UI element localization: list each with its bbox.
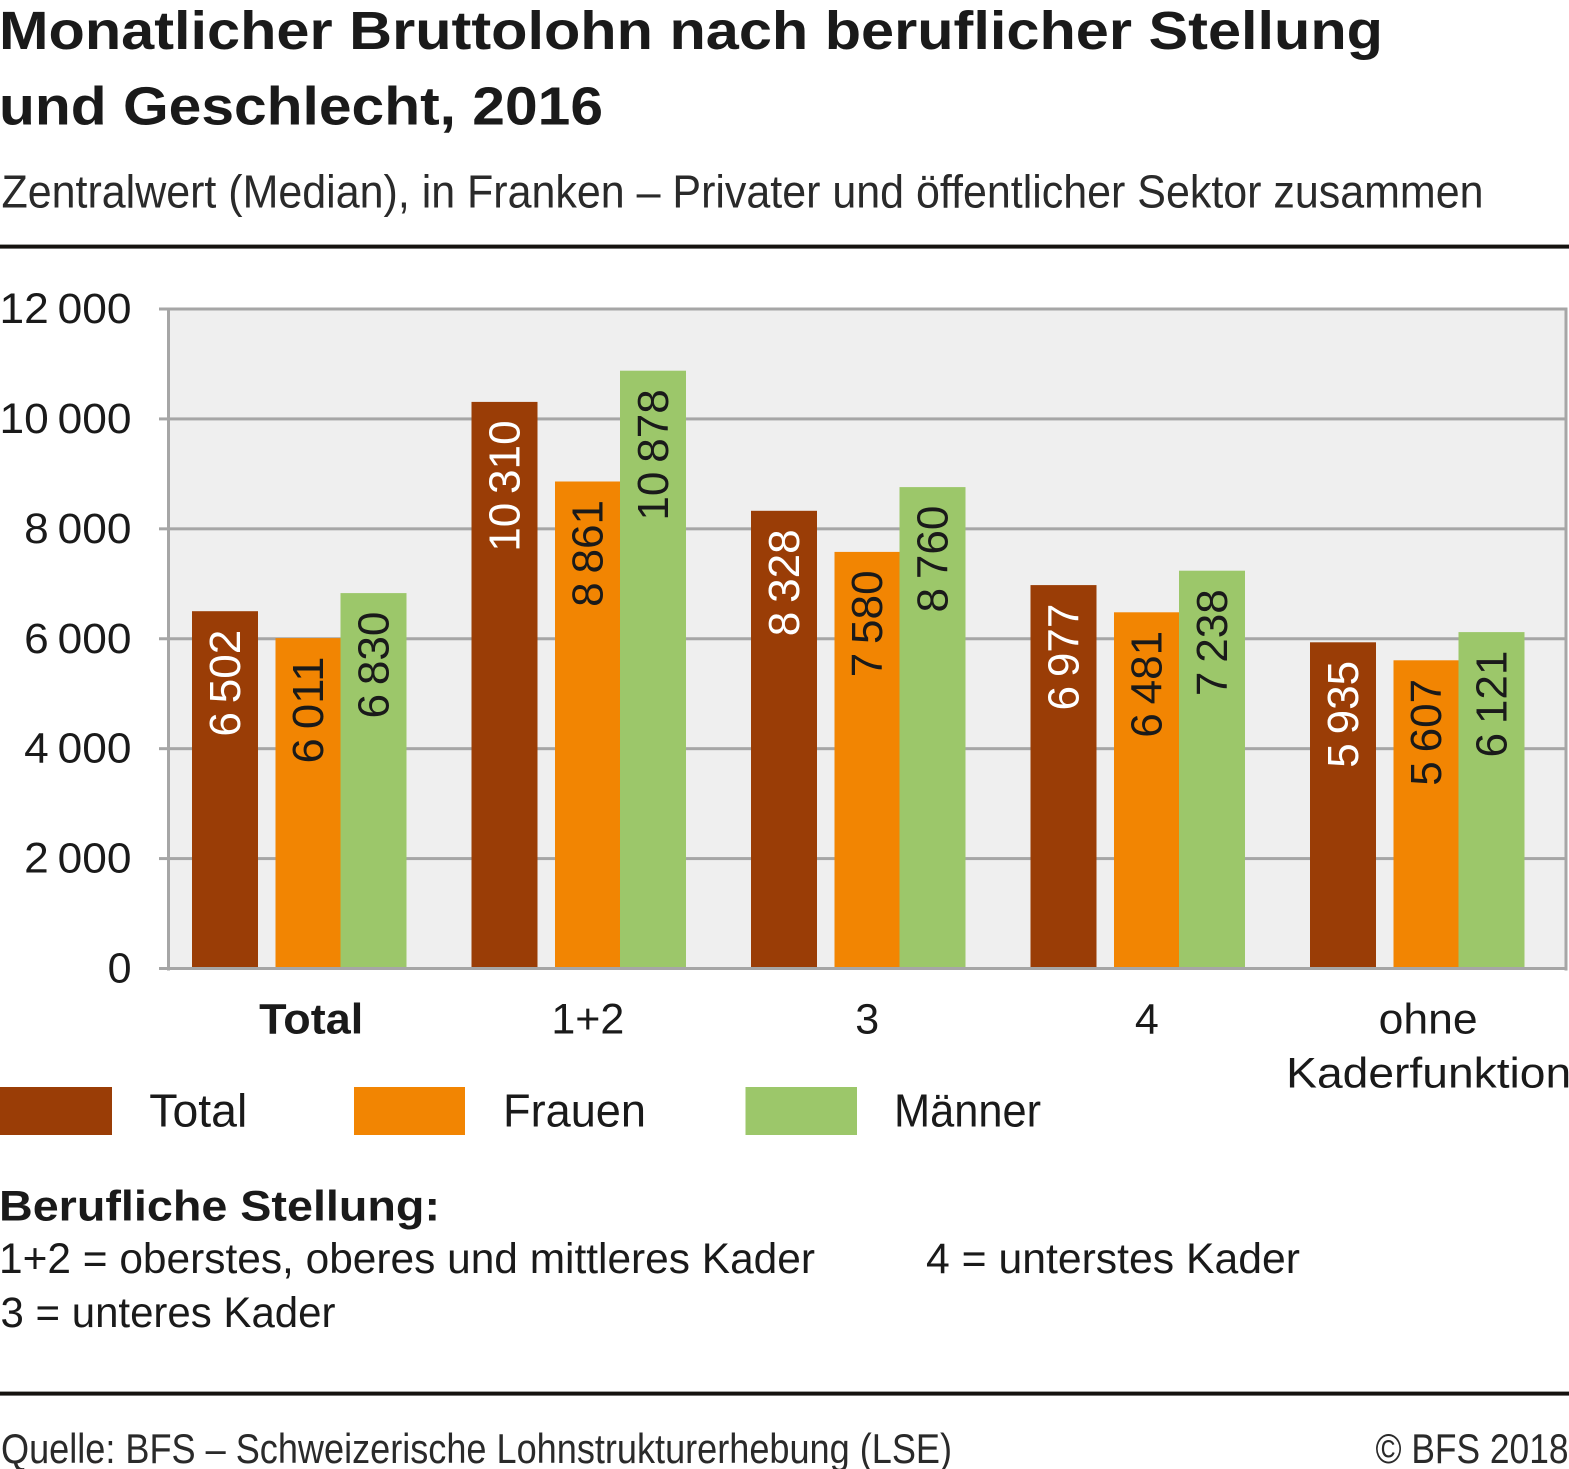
- svg-text:6 011: 6 011: [284, 657, 333, 764]
- svg-text:6 000: 6 000: [24, 615, 131, 663]
- svg-text:8 000: 8 000: [24, 505, 131, 553]
- svg-text:und Geschlecht, 2016: und Geschlecht, 2016: [0, 77, 603, 137]
- svg-text:5 607: 5 607: [1402, 679, 1451, 786]
- svg-text:Männer: Männer: [894, 1085, 1041, 1137]
- svg-text:3: 3: [855, 996, 879, 1044]
- svg-text:1+2: 1+2: [551, 996, 624, 1044]
- svg-text:8 861: 8 861: [564, 500, 613, 607]
- svg-text:Frauen: Frauen: [503, 1085, 646, 1137]
- svg-text:0: 0: [108, 945, 132, 993]
- svg-text:1+2 = oberstes, oberes und mit: 1+2 = oberstes, oberes und mittleres Kad…: [0, 1235, 815, 1283]
- svg-text:8 328: 8 328: [760, 529, 809, 636]
- svg-text:7 580: 7 580: [843, 570, 892, 677]
- svg-text:10 878: 10 878: [629, 389, 678, 520]
- svg-text:6 481: 6 481: [1123, 631, 1172, 738]
- svg-text:3 = unteres Kader: 3 = unteres Kader: [1, 1289, 336, 1337]
- svg-text:7 238: 7 238: [1188, 589, 1237, 696]
- svg-text:6 502: 6 502: [201, 630, 250, 737]
- svg-text:2 000: 2 000: [24, 835, 131, 883]
- svg-text:Monatlicher Bruttolohn nach be: Monatlicher Bruttolohn nach beruflicher …: [0, 1, 1383, 61]
- svg-text:4 = unterstes Kader: 4 = unterstes Kader: [926, 1235, 1300, 1283]
- svg-text:4 000: 4 000: [24, 725, 131, 773]
- svg-text:10 000: 10 000: [0, 395, 132, 443]
- svg-text:4: 4: [1135, 996, 1159, 1044]
- svg-text:Total: Total: [259, 996, 363, 1044]
- svg-text:ohne: ohne: [1379, 996, 1478, 1044]
- svg-text:© BFS 2018: © BFS 2018: [1376, 1425, 1569, 1469]
- svg-text:Total: Total: [149, 1085, 247, 1137]
- svg-text:Quelle: BFS – Schweizerische L: Quelle: BFS – Schweizerische Lohnstruktu…: [1, 1425, 952, 1469]
- svg-text:5 935: 5 935: [1319, 661, 1368, 768]
- svg-text:10 310: 10 310: [481, 420, 530, 551]
- svg-text:8 760: 8 760: [909, 506, 958, 613]
- svg-text:Kaderfunktion: Kaderfunktion: [1286, 1050, 1569, 1098]
- svg-text:12 000: 12 000: [0, 285, 132, 333]
- svg-text:6 977: 6 977: [1040, 604, 1089, 711]
- svg-text:6 121: 6 121: [1468, 651, 1517, 758]
- svg-text:Zentralwert (Median), in Frank: Zentralwert (Median), in Franken – Priva…: [2, 166, 1484, 218]
- svg-text:6 830: 6 830: [350, 612, 399, 719]
- svg-text:Berufliche Stellung:: Berufliche Stellung:: [0, 1183, 440, 1231]
